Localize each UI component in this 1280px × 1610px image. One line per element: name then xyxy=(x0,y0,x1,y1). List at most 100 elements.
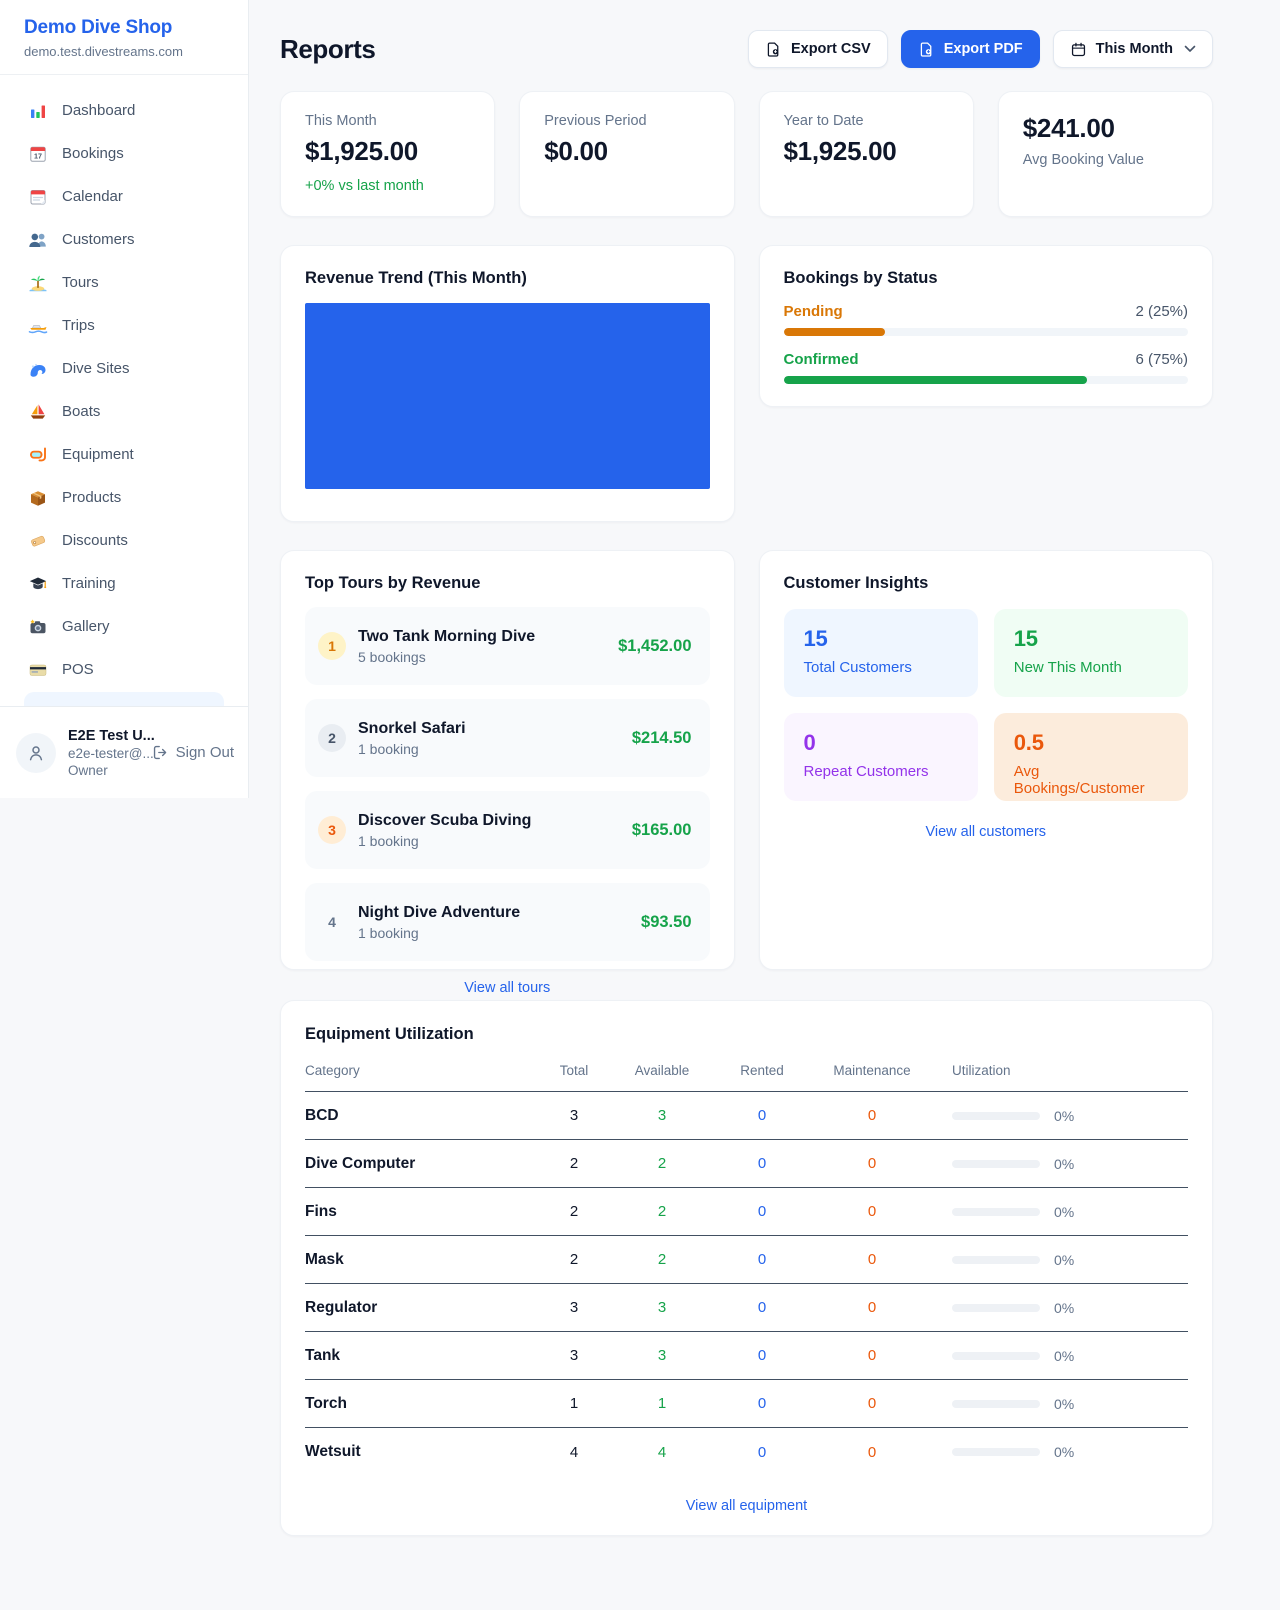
bookings-by-status-panel: Bookings by Status Pending 2 (25%) Confi… xyxy=(758,245,1213,407)
sidebar-item-boats[interactable]: Boats xyxy=(12,390,236,433)
progress-fill xyxy=(783,376,1087,384)
sidebar-item-bookings[interactable]: 17 Bookings xyxy=(12,132,236,175)
table-row: BCD 3 3 0 0 0% xyxy=(305,1092,1188,1140)
tour-row: 1 Two Tank Morning Dive 5 bookings $1,452… xyxy=(305,607,710,685)
cell-total: 3 xyxy=(569,1299,579,1316)
tile-value: 15 xyxy=(1013,626,1038,651)
table-row: Tank 3 3 0 0 0% xyxy=(305,1332,1188,1380)
sidebar-item-label: Boats xyxy=(62,403,101,420)
cell-available: 3 xyxy=(657,1299,667,1316)
table-row: Mask 2 2 0 0 0% xyxy=(305,1236,1188,1284)
rank-badge: 2 xyxy=(318,724,346,752)
stat-card-year-to-date: Year to Date $1,925.00 xyxy=(758,91,974,217)
tear-off-calendar-icon xyxy=(28,187,48,207)
sidebar-item-calendar[interactable]: Calendar xyxy=(12,175,236,218)
cell-available: 2 xyxy=(657,1155,667,1172)
stat-card-avg-booking-value: $241.00 Avg Booking Value xyxy=(997,91,1213,217)
revenue-trend-chart xyxy=(305,303,710,489)
status-label: Confirmed xyxy=(783,351,859,368)
view-all-customers-link[interactable]: View all customers xyxy=(925,824,1047,840)
rank-badge: 1 xyxy=(318,632,346,660)
main-content: Reports Export CSV Export PDF This Month… xyxy=(250,0,1280,1610)
rank-badge: 3 xyxy=(318,816,346,844)
sidebar-item-label: Trips xyxy=(62,317,95,334)
page-header: Reports Export CSV Export PDF This Month xyxy=(280,30,1213,68)
wave-icon xyxy=(28,359,48,379)
sidebar-item-dive-sites[interactable]: Dive Sites xyxy=(12,347,236,390)
utilization-track xyxy=(952,1303,1040,1312)
svg-text:17: 17 xyxy=(34,151,42,160)
tour-name: Night Dive Adventure xyxy=(358,903,521,921)
tile-value: 0.5 xyxy=(1013,730,1044,755)
utilization-track xyxy=(952,1351,1040,1360)
sidebar-item-label: Equipment xyxy=(62,446,134,463)
cell-rented: 0 xyxy=(757,1347,767,1364)
cell-available: 4 xyxy=(657,1443,667,1461)
sidebar-item-label: Gallery xyxy=(62,618,110,635)
file-download-icon xyxy=(920,41,932,57)
equipment-utilization-panel: Equipment Utilization Category Total Ava… xyxy=(280,1000,1213,1536)
sidebar-item-pos[interactable]: POS xyxy=(12,648,236,691)
sidebar-item-tours[interactable]: Tours xyxy=(12,261,236,304)
sidebar-item-products[interactable]: Products xyxy=(12,476,236,519)
sidebar-item-label: Calendar xyxy=(62,188,123,205)
sidebar: Demo Dive Shop demo.test.divestreams.com… xyxy=(0,0,249,798)
tile-avg-bookings: 0.5 Avg Bookings/Customer xyxy=(993,713,1188,801)
sidebar-item-customers[interactable]: Customers xyxy=(12,218,236,261)
cell-available: 2 xyxy=(657,1203,667,1220)
export-pdf-button[interactable]: Export PDF xyxy=(900,30,1040,68)
tile-label: New This Month xyxy=(1013,659,1122,676)
tour-bookings: 1 booking xyxy=(358,740,419,757)
tour-revenue: $214.50 xyxy=(631,728,692,747)
sidebar-item-dashboard[interactable]: Dashboard xyxy=(12,89,236,132)
view-all-equipment-link[interactable]: View all equipment xyxy=(685,1498,808,1514)
header-actions: Export CSV Export PDF This Month xyxy=(747,30,1213,68)
status-label: Pending xyxy=(783,303,843,320)
sidebar-item-label: Products xyxy=(62,489,122,506)
stat-value: $1,925.00 xyxy=(783,136,897,166)
sidebar-nav: Dashboard 17 Bookings Calendar Customers… xyxy=(0,75,248,722)
speedboat-icon xyxy=(28,316,48,336)
cell-maintenance: 0 xyxy=(867,1203,877,1220)
sign-out-button[interactable]: Sign Out xyxy=(152,744,234,761)
cell-category: Torch xyxy=(305,1394,347,1412)
sidebar-item-gallery[interactable]: Gallery xyxy=(12,605,236,648)
sidebar-item-discounts[interactable]: Discounts xyxy=(12,519,236,562)
cell-category: Mask xyxy=(305,1250,344,1268)
view-all-tours-link[interactable]: View all tours xyxy=(464,980,551,996)
status-count: 2 (25%) xyxy=(1135,303,1188,320)
sign-out-label: Sign Out xyxy=(175,744,234,761)
tour-name: Two Tank Morning Dive xyxy=(358,627,536,645)
cell-utilization: 0% xyxy=(932,1204,1188,1220)
tour-row: 2 Snorkel Safari 1 booking $214.50 xyxy=(305,699,710,777)
panel-title: Revenue Trend (This Month) xyxy=(305,269,527,287)
top-tours-panel: Top Tours by Revenue 1 Two Tank Morning … xyxy=(280,550,735,996)
cell-total: 2 xyxy=(569,1203,579,1220)
sailboat-icon xyxy=(28,402,48,422)
tour-revenue: $1,452.00 xyxy=(618,636,692,655)
stat-delta: +0% vs last month xyxy=(305,178,424,194)
sidebar-item-training[interactable]: Training xyxy=(12,562,236,605)
revenue-trend-panel: Revenue Trend (This Month) xyxy=(280,245,735,522)
sidebar-item-equipment[interactable]: Equipment xyxy=(12,433,236,476)
chevron-down-icon xyxy=(1184,45,1196,52)
col-header-maintenance: Maintenance xyxy=(833,1063,911,1078)
utilization-track xyxy=(952,1448,1040,1456)
stat-cards: This Month $1,925.00 +0% vs last month P… xyxy=(280,91,1213,217)
status-row-confirmed: Confirmed 6 (75%) xyxy=(783,351,1188,384)
tile-total-customers: 15 Total Customers xyxy=(783,609,978,697)
cell-total: 1 xyxy=(569,1395,579,1412)
cell-utilization: 0% xyxy=(932,1396,1188,1412)
cell-utilization: 0% xyxy=(932,1108,1188,1124)
file-download-icon xyxy=(767,41,779,57)
tile-value: 15 xyxy=(803,626,828,651)
cell-available: 3 xyxy=(657,1107,667,1124)
camera-icon xyxy=(28,617,48,637)
sidebar-item-trips[interactable]: Trips xyxy=(12,304,236,347)
tour-row: 3 Discover Scuba Diving 1 booking $165.00 xyxy=(305,791,710,869)
period-select[interactable]: This Month xyxy=(1052,30,1213,68)
cell-rented: 0 xyxy=(757,1107,767,1124)
export-csv-button[interactable]: Export CSV xyxy=(747,30,888,68)
cell-category: Regulator xyxy=(305,1298,378,1316)
calendar-date-icon: 17 xyxy=(28,144,48,164)
